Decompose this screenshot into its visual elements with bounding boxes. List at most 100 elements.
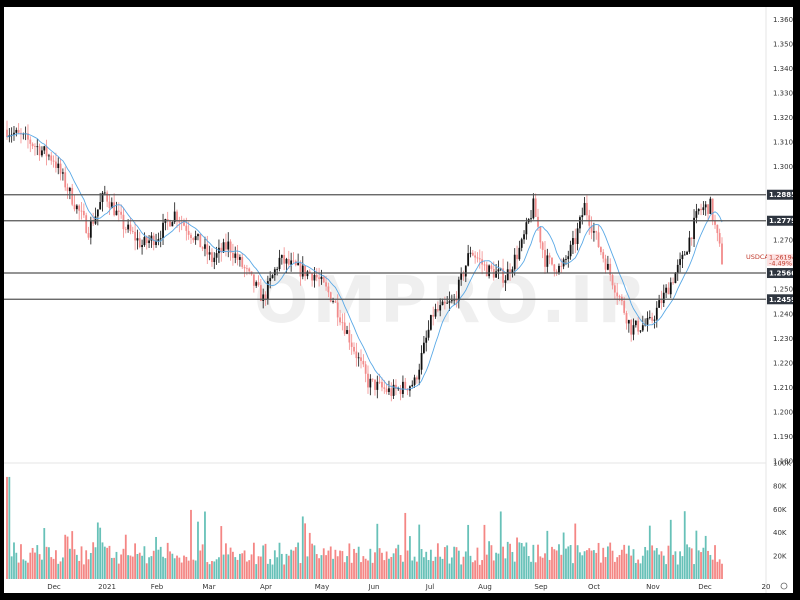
volume-bar [464, 551, 467, 579]
candle-body [490, 265, 493, 269]
candle-body [648, 317, 651, 319]
candle-body [669, 282, 672, 295]
candle-body [238, 257, 241, 260]
candle-body [427, 329, 430, 338]
volume-bar [676, 564, 679, 579]
volume-bar [199, 550, 202, 579]
y-tick-label: 1.27000 [773, 237, 793, 245]
volume-bar [606, 546, 609, 579]
candle-body [360, 357, 362, 361]
volume-bar [313, 545, 316, 579]
volume-bar [402, 561, 404, 579]
candle-body [287, 258, 290, 265]
volume-bar [714, 545, 716, 579]
candle-body [541, 242, 544, 250]
volume-bar [665, 564, 668, 579]
candle-body [602, 252, 605, 259]
candle-body [376, 381, 379, 390]
candle-body [166, 219, 169, 222]
volume-bar [597, 542, 600, 579]
candlestick-chart: OMPRO.IR1.360001.350001.340001.330001.32… [4, 7, 800, 593]
volume-bar [339, 550, 341, 579]
volume-bar [488, 541, 491, 579]
candle-body [318, 277, 320, 279]
candle-body [27, 133, 29, 140]
candle-body [616, 292, 619, 297]
candle-body [448, 301, 451, 303]
level-label: 1.27790 [769, 217, 793, 225]
volume-bar [169, 551, 171, 579]
candle-body [623, 300, 626, 313]
candle-body [155, 241, 157, 246]
volume-bar [434, 556, 437, 579]
volume-bar [306, 556, 309, 579]
candle-body [453, 299, 456, 301]
y-tick-label: 1.18000 [773, 458, 793, 466]
candle-body [504, 280, 507, 283]
candle-body [234, 253, 237, 258]
x-tick-label: Jun [368, 583, 380, 591]
volume-bar [653, 550, 656, 579]
candle-body [425, 337, 428, 343]
volume-bar [211, 561, 213, 579]
volume-bar [569, 545, 572, 579]
volume-bar [308, 532, 311, 579]
candle-body [283, 255, 286, 264]
candle-body [436, 309, 439, 311]
volume-bar [301, 516, 304, 579]
candle-body [325, 282, 327, 287]
volume-bar [320, 555, 323, 579]
symbol-label: USDCAD [746, 253, 774, 261]
volume-bar [509, 543, 511, 579]
candle-body [544, 249, 546, 267]
x-axis-end-label: 20 [762, 583, 771, 591]
volume-bar [315, 554, 318, 579]
candle-body [320, 276, 323, 279]
candle-body [700, 208, 702, 211]
volume-bar [695, 530, 698, 579]
volume-bar [511, 551, 514, 579]
volume-bar [537, 544, 539, 579]
candle-body [348, 330, 351, 343]
candle-body [539, 226, 542, 243]
candle-body [269, 278, 272, 282]
volume-bar [544, 553, 546, 579]
volume-bar [61, 557, 64, 579]
volume-bar [516, 537, 518, 579]
candle-body [364, 364, 367, 374]
volume-bar [453, 546, 456, 579]
x-tick-label: Sep [534, 583, 548, 591]
volume-bar [548, 559, 551, 579]
candle-body [68, 187, 71, 192]
volume-bar [341, 551, 344, 579]
volume-bar [215, 559, 218, 579]
volume-bar [322, 548, 325, 579]
volume-bar [586, 550, 588, 579]
candle-body [38, 146, 41, 156]
volume-bar [346, 556, 348, 579]
volume-bar [490, 545, 493, 579]
candle-body [45, 146, 48, 157]
volume-bar [590, 550, 593, 579]
candle-body [693, 217, 695, 239]
volume-bar [609, 542, 612, 579]
candle-body [469, 252, 472, 254]
candle-body [395, 384, 397, 389]
volume-bar [27, 562, 29, 579]
volume-bar [611, 550, 614, 579]
volume-bar [343, 562, 346, 579]
volume-bar [481, 560, 484, 579]
volume-bar [718, 559, 721, 579]
candle-body [385, 388, 388, 393]
candle-body [211, 252, 213, 263]
volume-bar [15, 552, 18, 579]
candle-body [516, 254, 518, 260]
candle-body [29, 139, 32, 144]
volume-bar [634, 562, 637, 579]
volume-bar [6, 476, 8, 579]
candle-body [178, 221, 181, 223]
volume-bar [523, 546, 525, 579]
level-label-bg [767, 189, 793, 200]
volume-bar [506, 541, 509, 579]
volume-bar [127, 555, 130, 579]
